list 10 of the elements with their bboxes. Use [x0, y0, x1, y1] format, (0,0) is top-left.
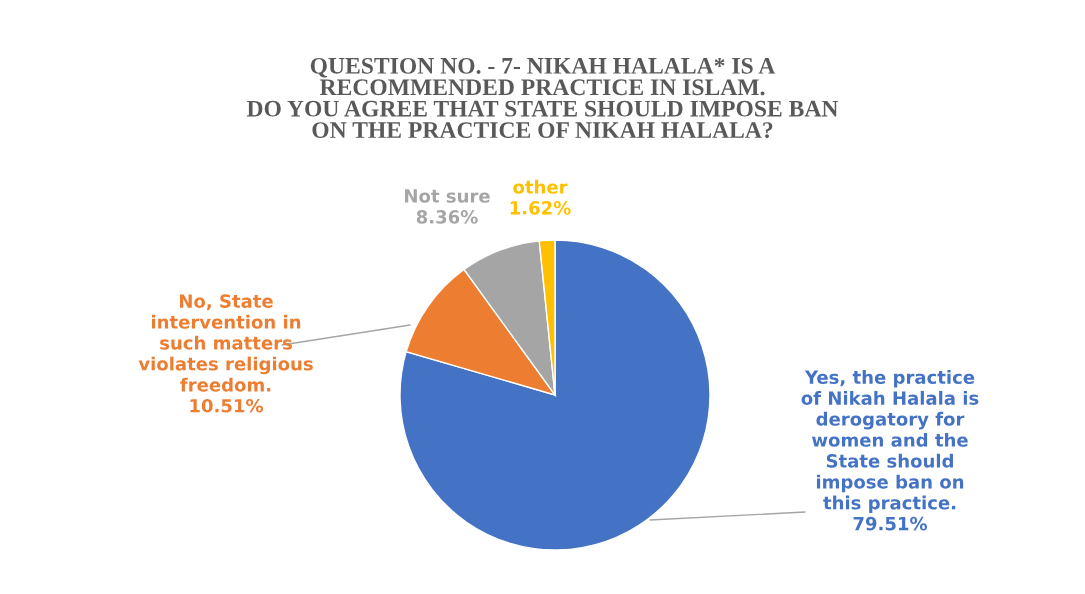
slice-label: other — [513, 179, 568, 194]
slice-label: Not sure — [405, 189, 490, 203]
data-label: 79.51% — [853, 516, 928, 531]
slice-label: No, State intervention in such matters violates religious freedom. — [138, 294, 313, 392]
data-label: 1.62% — [510, 201, 571, 215]
data-label: 10.51% — [190, 398, 264, 413]
data-label: 8.36% — [416, 210, 478, 224]
chart-title: QUESTION NO. - 7- NIKAH HALALA* IS A RECOMMENDED PRACTICE IN ISLAM. DO YOU AGREE THAT STATE SHOULD IMPOSE BAN ON THE PRACTICE OF NIKAH HALALA? — [246, 57, 839, 139]
pie-slice — [399, 239, 711, 551]
slice-label: Yes, the practice of Nikah Halala is derogatory for women and the State should impose ban on this practice. — [801, 370, 979, 514]
